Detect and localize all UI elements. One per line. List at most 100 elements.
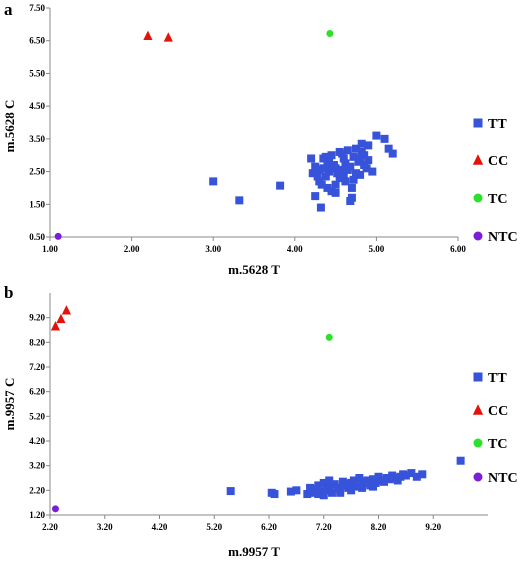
data-point-tt (331, 180, 340, 189)
data-point-tt (456, 456, 465, 465)
x-tick-label: 1.00 (42, 244, 58, 254)
data-point-tt (235, 196, 244, 205)
panel-b-ticks: 2.20 3.20 4.20 5.20 6.20 7.20 8.20 9.20 1.20 2.20… (29, 313, 441, 532)
y-tick-label: 7.50 (29, 3, 45, 13)
data-point-tt (343, 146, 352, 155)
y-tick-label: 2.20 (29, 485, 45, 495)
data-point-tt (306, 483, 315, 492)
x-tick-label: 4.00 (287, 244, 303, 254)
legend-label-ntc: NTC (488, 230, 518, 245)
legend-marker-ntc (473, 231, 483, 241)
data-point-tt (323, 161, 332, 170)
y-tick-label: 5.50 (29, 68, 45, 78)
x-tick-label: 5.00 (369, 244, 385, 254)
panel-a-y-axis-label: m.5628 C (2, 100, 17, 153)
data-point-tt (311, 162, 320, 171)
data-point-tt (364, 141, 373, 150)
legend-label-tt: TT (488, 371, 507, 386)
data-point-ntc (54, 232, 62, 240)
legend-label-tc: TC (488, 192, 507, 207)
panel-a: a 1.00 2.00 3.00 4.00 5.00 6.00 0.50 1.50 2.50 3.… (2, 0, 518, 277)
data-point-tt (349, 175, 358, 184)
data-point-tt (325, 482, 334, 491)
data-point-tt (319, 164, 328, 173)
data-point-tt (321, 172, 330, 181)
y-tick-label: 1.50 (29, 199, 45, 209)
x-tick-label: 3.20 (97, 522, 113, 532)
y-tick-label: 1.20 (29, 510, 45, 520)
data-point-cc (56, 313, 66, 324)
data-point-tt (360, 161, 369, 170)
data-point-tt (336, 488, 345, 497)
data-point-cc (143, 30, 153, 41)
data-point-tt (369, 482, 378, 491)
legend-label-ntc: NTC (488, 471, 518, 486)
data-point-tt (357, 139, 366, 148)
data-point-tt (319, 478, 328, 487)
data-point-tt (380, 134, 389, 143)
data-point-tt (308, 169, 317, 178)
data-point-tt (384, 144, 393, 153)
data-point-tt (209, 177, 218, 186)
panel-a-x-axis-label: m.5628 T (228, 262, 280, 277)
data-point-cc (163, 32, 173, 42)
panel-b: b 2.20 3.20 4.20 5.20 6.20 7.20 8.20 9.201.202.… (2, 283, 518, 559)
data-point-tt (335, 174, 344, 183)
data-point-tt (319, 491, 328, 500)
y-tick-label: 4.20 (29, 436, 45, 446)
y-tick-label: 0.50 (29, 232, 45, 242)
data-point-tt (325, 476, 334, 485)
y-tick-label: 3.50 (29, 134, 45, 144)
data-point-tt (270, 490, 279, 499)
data-point-tt (356, 170, 365, 179)
data-point-tt (372, 131, 381, 140)
panel-b-label: b (4, 283, 13, 302)
data-point-tc (325, 333, 333, 341)
data-point-tt (325, 167, 334, 176)
data-point-tt (418, 470, 427, 479)
data-point-tt (311, 192, 320, 201)
panel-b-points (50, 305, 465, 513)
data-point-tt (303, 490, 312, 499)
data-point-tt (363, 478, 372, 487)
data-point-tt (338, 149, 347, 158)
y-tick-label: 5.20 (29, 411, 45, 421)
x-tick-label: 6.00 (450, 244, 466, 254)
x-tick-label: 2.00 (124, 244, 140, 254)
legend-marker-cc (472, 404, 484, 415)
data-point-tt (355, 474, 364, 482)
data-point-tt (331, 188, 340, 197)
data-point-tt (364, 156, 373, 165)
data-point-tt (314, 490, 323, 499)
data-point-tt (412, 472, 421, 481)
legend-label-cc: CC (488, 404, 508, 419)
data-point-tt (316, 203, 325, 212)
x-tick-label: 3.00 (205, 244, 221, 254)
data-point-cc (50, 321, 61, 331)
y-tick-label: 4.50 (29, 101, 45, 111)
panel-b-y-axis-label: m.9957 C (2, 378, 17, 431)
panel-a-points (54, 30, 397, 240)
data-point-tt (313, 172, 322, 181)
legend-marker-cc (472, 154, 484, 165)
data-point-tt (347, 193, 356, 202)
data-point-tt (307, 154, 316, 163)
x-tick-label: 2.20 (42, 522, 58, 532)
y-tick-label: 7.20 (29, 362, 45, 372)
data-point-tt (358, 483, 367, 492)
data-point-tt (327, 151, 336, 160)
data-point-tt (315, 165, 324, 174)
data-point-tt (339, 154, 348, 163)
data-point-tt (327, 488, 336, 497)
panel-b-legend: TT CC TC NTC (472, 371, 518, 486)
panel-a-label: a (4, 0, 13, 19)
panel-a-ticks: 1.00 2.00 3.00 4.00 5.00 6.00 0.50 1.50 2.50 3.50… (29, 3, 466, 254)
y-tick-label: 6.20 (29, 387, 45, 397)
data-point-tt (333, 169, 342, 178)
y-tick-label: 6.50 (29, 36, 45, 46)
legend-marker-tc (473, 438, 483, 448)
data-point-tt (314, 481, 323, 490)
data-point-tt (341, 159, 350, 168)
data-point-tc (326, 30, 334, 38)
x-tick-label: 7.20 (316, 522, 332, 532)
